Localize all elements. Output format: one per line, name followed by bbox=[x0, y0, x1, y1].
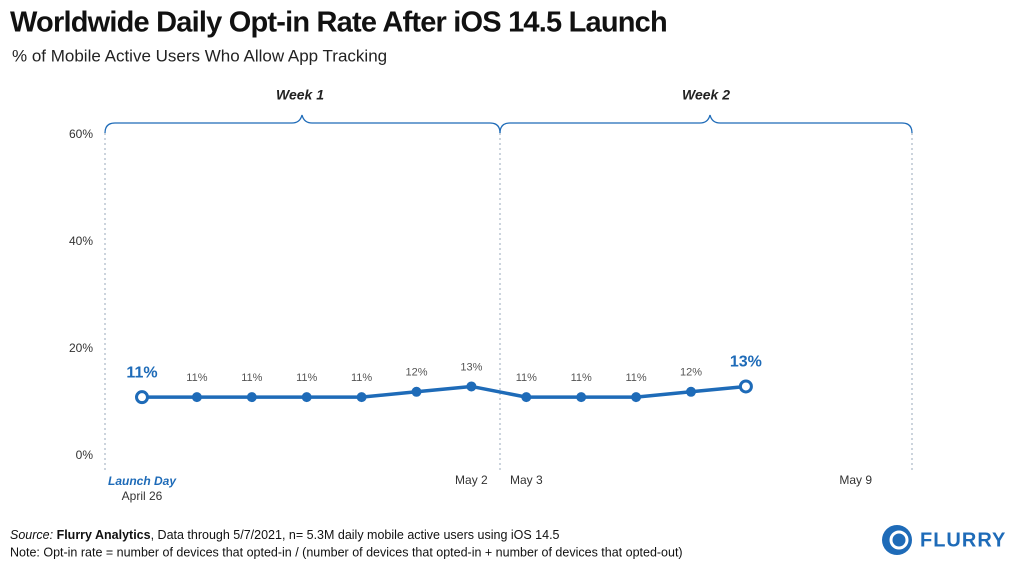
y-tick-label: 0% bbox=[76, 448, 94, 462]
logo-text: FLURRY bbox=[920, 529, 1006, 551]
week-label: Week 1 bbox=[276, 87, 324, 103]
data-point bbox=[411, 386, 422, 397]
data-label: 11% bbox=[241, 372, 262, 384]
data-label: 11% bbox=[296, 372, 317, 384]
source-text: , Data through 5/7/2021, n= 5.3M daily m… bbox=[151, 528, 560, 542]
x-tick-label: May 9 bbox=[839, 473, 872, 487]
data-point bbox=[686, 386, 696, 397]
chart-title: Worldwide Daily Opt-in Rate After iOS 14… bbox=[10, 7, 667, 39]
data-point bbox=[738, 379, 753, 394]
data-point bbox=[246, 392, 257, 403]
week-dividers bbox=[104, 133, 913, 470]
source-label: Source: bbox=[10, 528, 53, 542]
logo: FLURRY bbox=[882, 525, 1006, 555]
x-tick-label: May 2 bbox=[455, 473, 488, 487]
data-point bbox=[356, 392, 367, 403]
line bbox=[142, 384, 747, 399]
week-2-brace bbox=[499, 114, 913, 134]
data-point bbox=[521, 392, 532, 403]
y-tick-label: 60% bbox=[69, 127, 93, 141]
source-name: Flurry Analytics bbox=[57, 528, 151, 542]
data-point bbox=[576, 392, 587, 403]
data-label: 11% bbox=[126, 364, 157, 381]
data-point bbox=[466, 381, 477, 392]
braces bbox=[104, 114, 913, 134]
data-point bbox=[631, 392, 642, 403]
data-point bbox=[301, 392, 312, 403]
data-label: 11% bbox=[571, 372, 592, 384]
source: Source: Flurry Analytics, Data through 5… bbox=[10, 528, 560, 542]
data-label: 11% bbox=[186, 372, 207, 384]
data-point bbox=[191, 392, 202, 403]
data-label: 13% bbox=[460, 361, 482, 373]
data-label: 13% bbox=[730, 354, 762, 371]
week-1-brace bbox=[104, 114, 501, 134]
logo-icon-ring bbox=[889, 530, 909, 550]
chart-subtitle: % of Mobile Active Users Who Allow App T… bbox=[12, 46, 387, 65]
x-tick-label: April 26 bbox=[122, 489, 163, 503]
note: Note: Opt-in rate = number of devices th… bbox=[10, 545, 683, 559]
data-label: 12% bbox=[680, 367, 702, 379]
data-point bbox=[135, 390, 149, 405]
data-label: 12% bbox=[405, 367, 427, 379]
data-label: 11% bbox=[625, 372, 646, 384]
y-tick-label: 20% bbox=[69, 341, 93, 355]
launch-label: Launch Day bbox=[108, 474, 177, 488]
x-tick-label: May 3 bbox=[510, 473, 543, 487]
y-tick-label: 40% bbox=[69, 234, 93, 248]
data-label: 11% bbox=[516, 372, 537, 384]
week-label: Week 2 bbox=[682, 87, 730, 103]
data-label: 11% bbox=[351, 372, 372, 384]
